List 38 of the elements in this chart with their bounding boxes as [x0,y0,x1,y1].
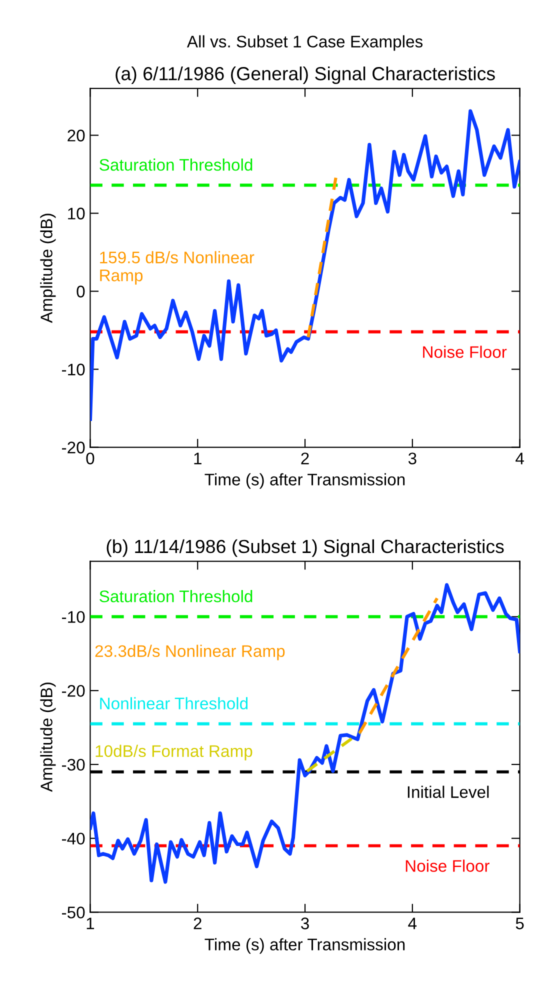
ref-line-label: Noise Floor [423,346,507,358]
x-tick-label: 3 [408,452,416,464]
x-axis-title: Time (s) after Transmission [204,473,405,489]
text: 23.3dB/s Nonlinear Ramp [95,644,285,660]
y-tick-label: -40 [62,832,85,845]
line-series [90,583,520,884]
y-tick-label: -20 [62,442,85,454]
ref-line-label: Nonlinear Threshold [100,697,248,710]
x-tick-label: 1 [194,452,202,464]
y-axis-title: Amplitude (dB) [40,682,56,792]
chart-title: (b) 11/14/1986 (Subset 1) Signal Characteristics [106,539,504,557]
y-tick-label: -10 [62,364,85,376]
text: 10dB/s Format Ramp [96,744,252,760]
line-series [90,109,520,421]
y-tick-label: 20 [68,130,85,142]
y-axis-title: Amplitude (dB) [40,214,56,323]
chart-title: All vs. Subset 1 Case Examples [186,35,423,51]
y-tick-label: -20 [62,684,85,697]
chart-subtitle: (a) 6/11/1986 (General) Signal Characteristics [116,66,495,84]
x-tick-label: 0 [86,452,94,464]
x-axis-title: Time (s) after Transmission [204,938,405,954]
text: 159.5 dB/s Nonlinear Ramp [100,251,254,285]
x-tick-label: 2 [301,452,309,464]
x-tick-label: 4 [408,918,417,930]
y-tick-label: -50 [62,906,85,918]
y-tick-label: -30 [62,758,85,771]
y-tick-label: 0 [76,286,85,298]
ref-line-label: Saturation Threshold [100,590,252,602]
ref-line-label: Saturation Threshold [100,158,252,171]
y-tick-label: -10 [62,611,85,623]
x-tick-label: 3 [301,918,309,930]
x-tick-label: 5 [516,918,524,930]
ref-line-label: Initial Level [408,786,489,798]
x-tick-label: 1 [86,918,94,930]
x-tick-label: 2 [194,918,202,930]
x-tick-label: 4 [516,452,524,464]
ref-line-label: Noise Floor [406,860,490,872]
y-tick-label: 10 [68,208,85,220]
